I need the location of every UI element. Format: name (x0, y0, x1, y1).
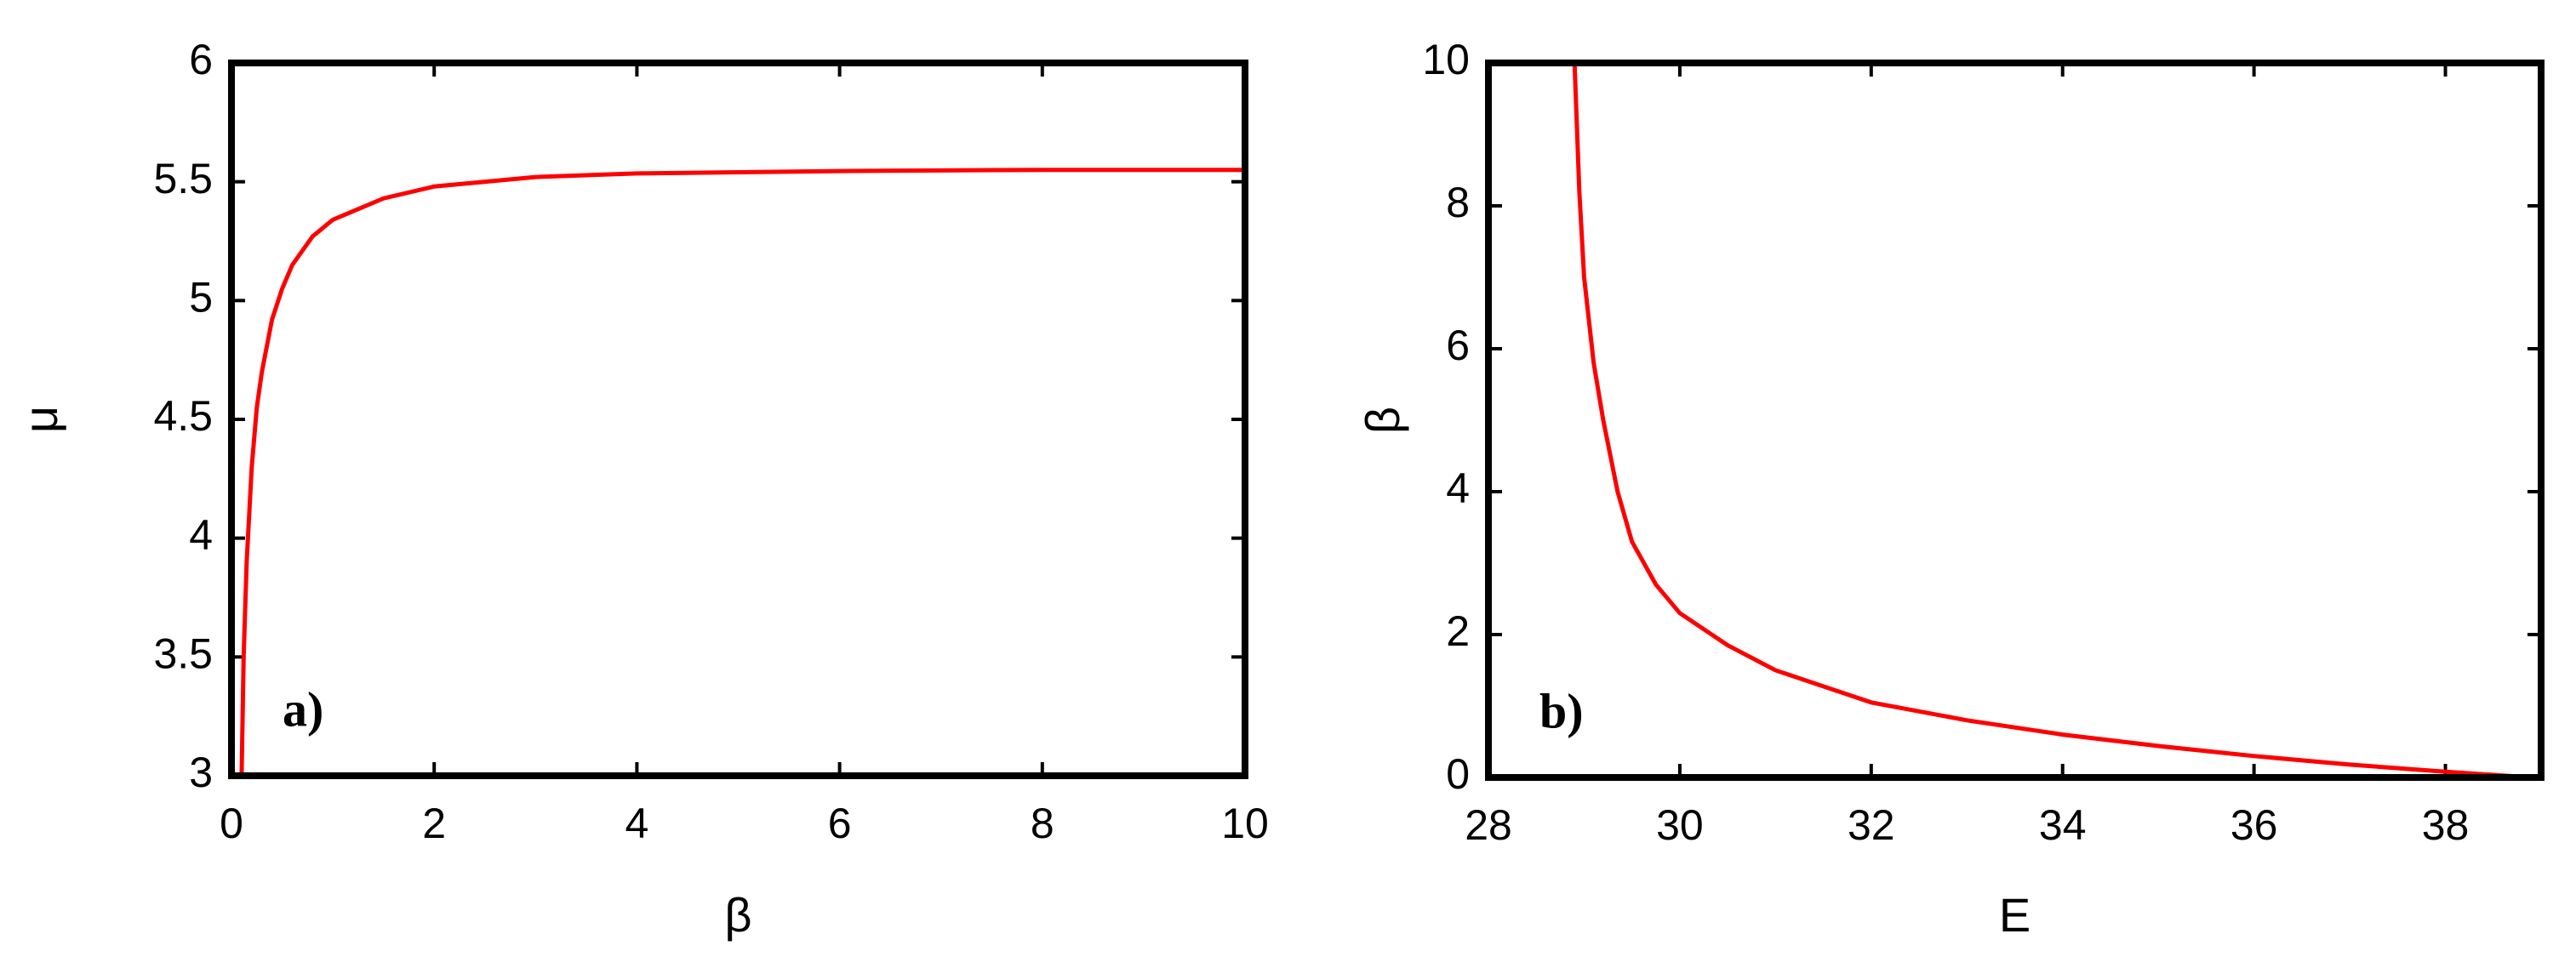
x-tick-label: 4 (625, 800, 648, 847)
x-tick-label: 28 (1465, 801, 1512, 849)
plot-frame (1485, 60, 2545, 781)
panel-label: a) (283, 681, 323, 737)
x-axis-label: β (724, 888, 751, 942)
data-line (239, 168, 1245, 777)
y-axis-label: β (1356, 407, 1409, 434)
data-line (1572, 62, 2532, 780)
y-tick-label: 6 (189, 36, 213, 83)
x-axis-label: E (1999, 888, 2031, 942)
y-tick-label: 6 (1446, 322, 1470, 369)
x-tick-label: 10 (1221, 800, 1269, 847)
x-tick-label: 34 (2039, 801, 2087, 849)
y-tick-label: 4 (1446, 464, 1470, 512)
panel-label: b) (1539, 683, 1584, 738)
y-tick-label: 3.5 (153, 630, 213, 678)
x-tick-label: 6 (828, 800, 852, 847)
x-tick-label: 32 (1848, 801, 1895, 849)
y-tick-label: 5.5 (153, 155, 213, 202)
x-tick-label: 30 (1656, 801, 1704, 849)
y-tick-label: 4.5 (153, 392, 213, 440)
y-tick-label: 4 (189, 511, 213, 559)
x-tick-label: 36 (2230, 801, 2278, 849)
y-tick-label: 5 (189, 274, 213, 322)
y-tick-label: 2 (1446, 607, 1470, 655)
x-tick-label: 8 (1031, 800, 1054, 847)
y-tick-label: 0 (1446, 750, 1470, 798)
x-tick-label: 0 (220, 800, 243, 847)
y-tick-label: 8 (1446, 179, 1470, 226)
x-tick-label: 2 (422, 800, 446, 847)
y-tick-label: 10 (1422, 36, 1470, 83)
plot-frame (228, 60, 1248, 779)
y-axis-label: μ (14, 406, 67, 433)
y-tick-label: 3 (189, 749, 213, 796)
x-tick-label: 38 (2422, 801, 2470, 849)
